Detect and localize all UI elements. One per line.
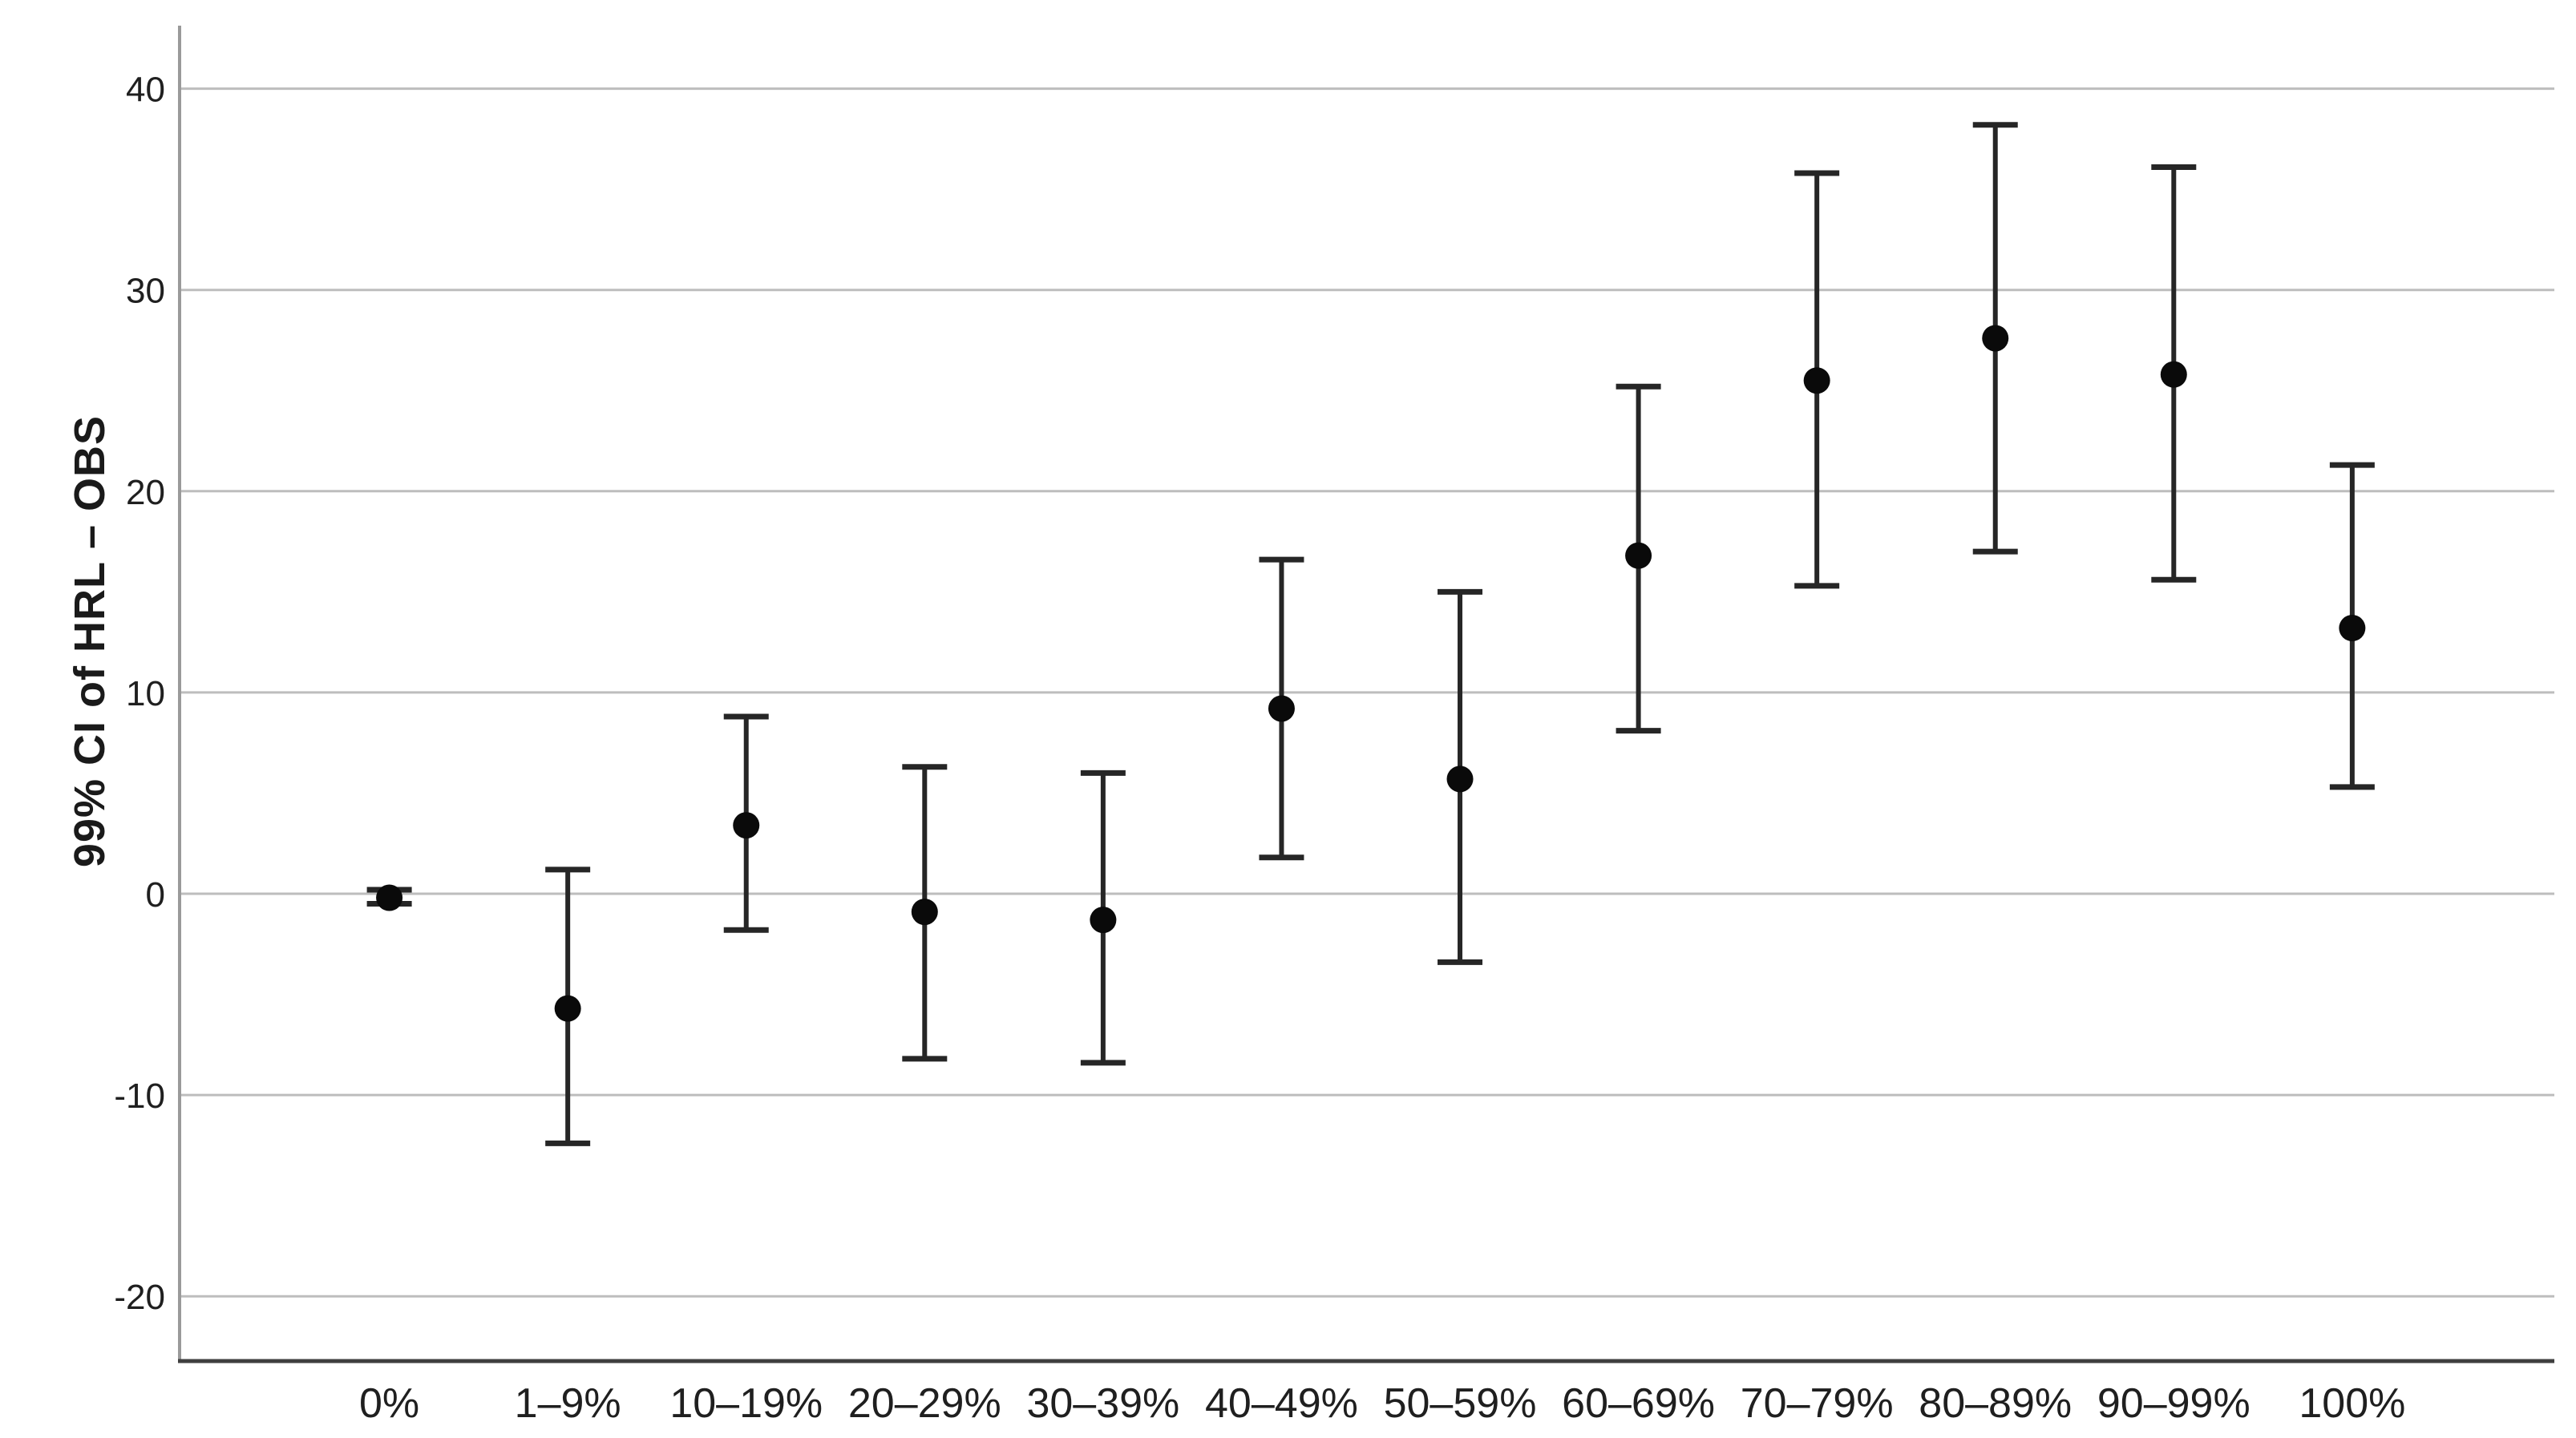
y-tick-label: 20 [126, 473, 165, 512]
mean-marker [1446, 765, 1474, 793]
mean-marker [911, 899, 938, 926]
mean-marker [1090, 907, 1117, 934]
mean-marker [376, 884, 403, 911]
y-tick-label: -10 [114, 1076, 165, 1116]
x-category-label: 40–49% [1205, 1380, 1358, 1427]
mean-marker [1268, 695, 1295, 722]
x-category-label: 0% [359, 1380, 419, 1427]
x-category-label: 10–19% [669, 1380, 823, 1427]
mean-marker [2160, 361, 2187, 388]
y-tick-label: 40 [126, 71, 165, 110]
x-category-label: 90–99% [2097, 1380, 2250, 1427]
x-category-label: 100% [2299, 1380, 2405, 1427]
x-category-label: 20–29% [848, 1380, 1001, 1427]
x-category-label: 80–89% [1919, 1380, 2072, 1427]
mean-marker [1625, 542, 1652, 569]
x-category-label: 70–79% [1741, 1380, 1894, 1427]
y-tick-label: 30 [126, 272, 165, 311]
y-tick-label: 0 [146, 875, 165, 915]
mean-marker [2339, 615, 2366, 642]
mean-marker [1803, 367, 1830, 394]
y-tick-label: -20 [114, 1278, 165, 1317]
x-category-label: 50–59% [1384, 1380, 1537, 1427]
x-category-label: 60–69% [1562, 1380, 1715, 1427]
mean-marker [1982, 325, 2009, 352]
mean-marker [733, 812, 760, 839]
mean-marker [554, 995, 581, 1022]
x-category-label: 30–39% [1026, 1380, 1179, 1427]
y-tick-label: 10 [126, 674, 165, 713]
x-category-label: 1–9% [515, 1380, 621, 1427]
